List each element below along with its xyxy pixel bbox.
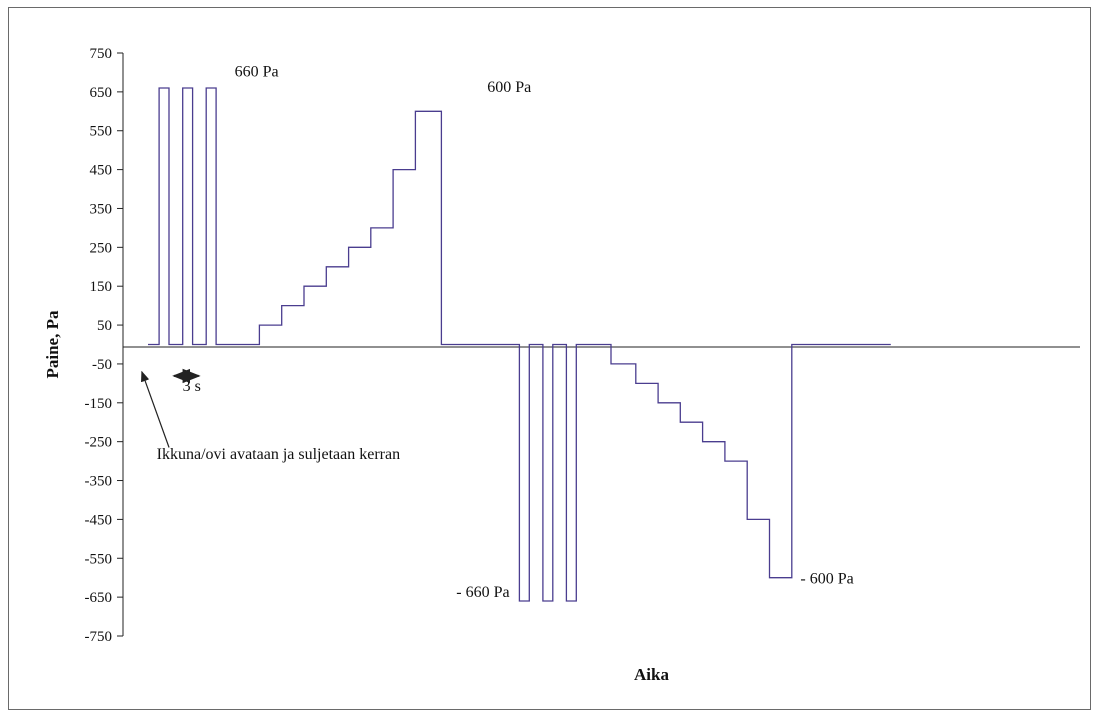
annotation-label: 3 s: [183, 378, 201, 395]
annotation-label: Ikkuna/ovi avataan ja suljetaan kerran: [157, 446, 400, 463]
x-axis-title: Aika: [634, 665, 669, 684]
y-tick-label: -350: [85, 474, 113, 490]
y-tick-label: 650: [90, 85, 113, 101]
annotation-label: 600 Pa: [487, 79, 531, 96]
y-tick-label: 450: [90, 163, 113, 179]
y-tick-label: -450: [85, 512, 113, 528]
y-axis: 750 650 550 450 350 250 150 50 -50 -150 -250 -350 -4…: [85, 46, 124, 645]
pointer-arrow: [141, 370, 170, 448]
y-tick-label: -250: [85, 435, 113, 451]
y-tick-label: 250: [90, 240, 113, 256]
y-tick-label: -550: [85, 551, 113, 567]
annotation-label: 660 Pa: [235, 63, 279, 80]
y-tick-label: 750: [90, 46, 113, 62]
annotations-group: 660 Pa 600 Pa - 660 Pa - 600 Pa 3 s Ikkuna/ov…: [141, 63, 854, 601]
y-tick-label: -750: [85, 629, 113, 645]
y-tick-label: 150: [90, 279, 113, 295]
pressure-series-line: [148, 87, 891, 602]
y-tick-label: 350: [90, 201, 113, 217]
annotation-label: - 660 Pa: [456, 584, 509, 601]
y-tick-label: -650: [85, 590, 113, 606]
y-tick-label: 50: [97, 318, 112, 334]
y-tick-label: -50: [92, 357, 112, 373]
y-axis-title: Paine, Pa: [43, 310, 62, 378]
chart-frame: [8, 7, 1091, 710]
annotation-label: - 600 Pa: [800, 571, 853, 588]
y-tick-label: -150: [85, 396, 113, 412]
y-tick-label: 550: [90, 124, 113, 140]
series-group: [148, 87, 891, 602]
